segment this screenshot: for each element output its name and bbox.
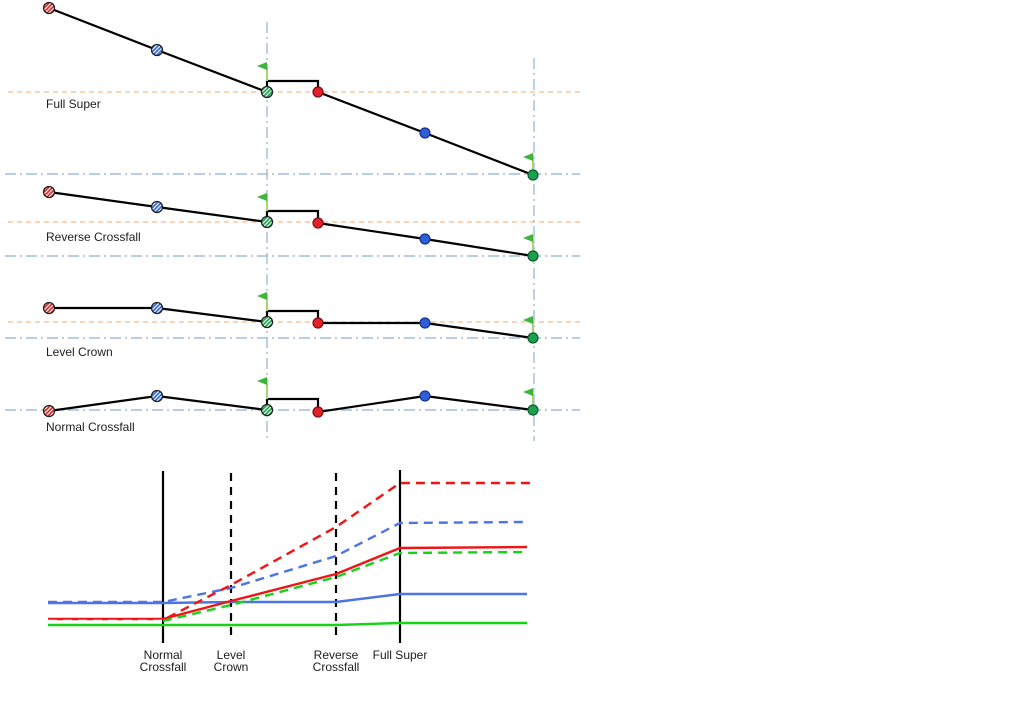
chart-series-blue-dashed [48,520,525,604]
marker-hatched-blue [150,43,164,57]
cross-section-reverse-crossfall: Reverse Crossfall [42,185,539,262]
marker-hatched-red [42,1,56,15]
station-label: Crown [214,660,249,674]
flag-pennant [257,193,267,201]
chart-series-green-solid [48,621,527,627]
section-label: Level Crown [46,345,113,359]
section-label: Full Super [46,97,101,111]
marker-solid-red [312,317,324,329]
marker-hatched-red [42,404,56,418]
station-label: Full Super [373,648,428,662]
flag-icon [257,377,268,399]
road-surface-line [48,394,534,414]
marker-hatched-green [260,85,274,99]
marker-solid-red [312,86,324,98]
marker-solid-red [312,217,324,229]
marker-hatched-blue [150,200,164,214]
flag-icon [257,193,268,211]
marker-hatched-green [260,215,274,229]
cross-section-normal-crossfall: Normal Crossfall [42,377,539,434]
transition-chart: NormalCrossfallLevelCrownReverseCrossfal… [48,470,531,674]
flag-icon [257,62,268,81]
flag-icon [257,292,268,311]
marker-hatched-blue [150,301,164,315]
marker-solid-blue [419,390,431,402]
cross-section-level-crown: Level Crown [42,292,539,359]
road-surface-line [48,6,534,177]
station-label: Reverse [314,648,359,662]
marker-solid-red [312,406,324,418]
flag-pennant [523,234,533,242]
chart-series-green-dashed [162,550,525,623]
road-surface-line [49,306,534,340]
flag-pennant [523,153,533,161]
marker-hatched-red [42,301,56,315]
station-label: Crossfall [313,660,360,674]
marker-hatched-blue [150,389,164,403]
marker-hatched-green [260,315,274,329]
flag-pennant [523,388,533,396]
marker-solid-blue [419,317,431,329]
marker-hatched-green [260,403,274,417]
section-label: Normal Crossfall [46,420,135,434]
flag-pennant [257,377,267,385]
marker-solid-green [527,404,539,416]
flag-pennant [523,316,533,324]
chart-series-blue-solid [48,592,527,605]
marker-solid-green [527,169,539,181]
road-surface-line [48,190,534,258]
marker-solid-green [527,332,539,344]
marker-hatched-red [42,185,56,199]
section-label: Reverse Crossfall [46,230,141,244]
marker-solid-green [527,250,539,262]
marker-solid-blue [419,127,431,139]
station-label: Crossfall [140,660,187,674]
station-label: Normal [144,648,183,662]
station-label: Level [217,648,246,662]
flag-pennant [257,62,267,70]
chart-series-red-solid [48,545,528,621]
marker-solid-blue [419,233,431,245]
cross-section-full-super: Full Super [42,1,539,181]
flag-pennant [257,292,267,300]
